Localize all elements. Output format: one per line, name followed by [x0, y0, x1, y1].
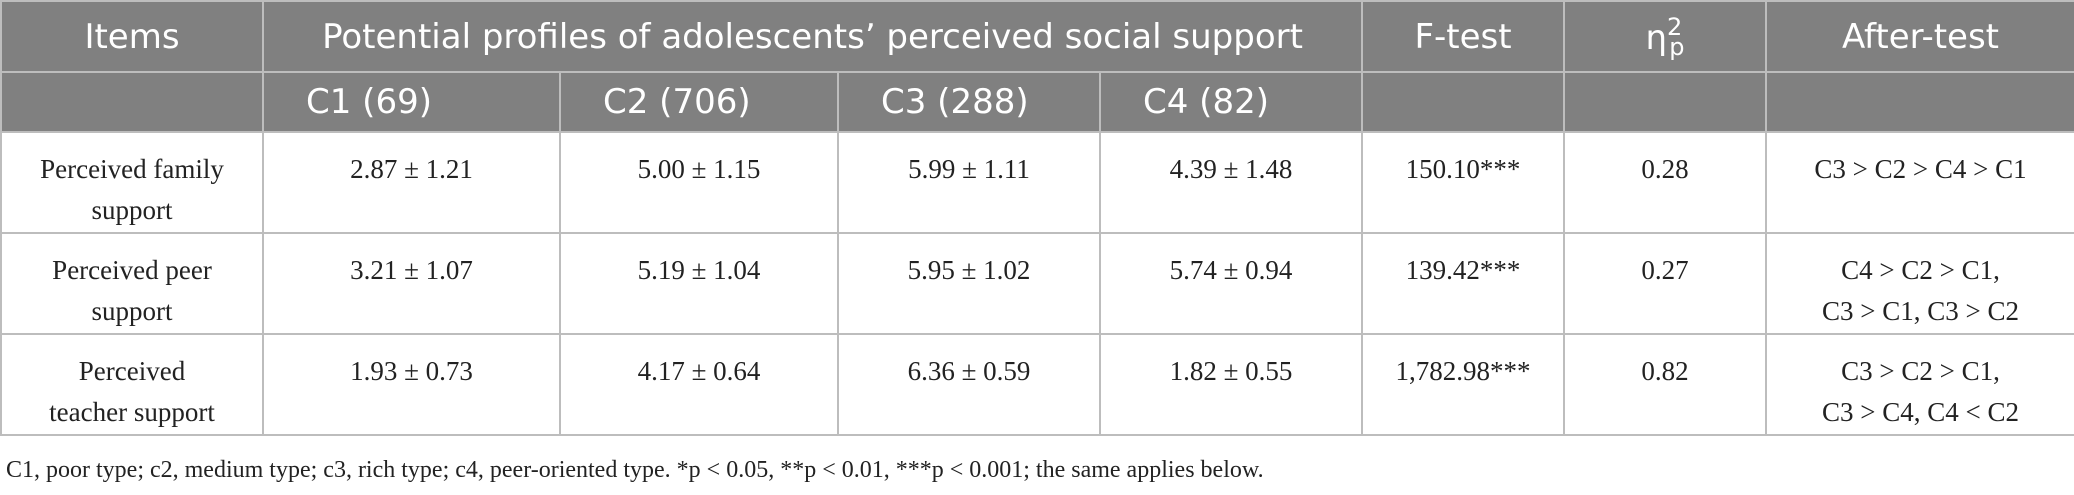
c4-cell: 4.39 ± 1.48	[1099, 131, 1363, 234]
table-row: Perceived peer support 3.21 ± 1.07 5.19 ±…	[0, 232, 2074, 335]
c1-cell: 2.87 ± 1.21	[262, 131, 561, 234]
header-sub-empty	[0, 71, 264, 133]
header-sub-empty	[1765, 71, 2074, 133]
c3-cell: 5.99 ± 1.11	[837, 131, 1101, 234]
header-c2: C2 (706)	[559, 71, 839, 133]
item-cell: Perceived peer support	[0, 232, 264, 335]
item-cell: Perceived family support	[0, 131, 264, 234]
table-row: Perceived teacher support 1.93 ± 0.73 4.1…	[0, 333, 2074, 436]
table-row: Perceived family support 2.87 ± 1.21 5.00…	[0, 131, 2074, 234]
ftest-cell: 139.42***	[1361, 232, 1565, 335]
c3-cell: 6.36 ± 0.59	[837, 333, 1101, 436]
c1-cell: 3.21 ± 1.07	[262, 232, 561, 335]
c3-cell: 5.95 ± 1.02	[837, 232, 1101, 335]
item-line: Perceived family	[40, 154, 224, 184]
c4-cell: 1.82 ± 0.55	[1099, 333, 1363, 436]
ftest-cell: 150.10***	[1361, 131, 1565, 234]
ftest-cell: 1,782.98***	[1361, 333, 1565, 436]
item-line: support	[91, 195, 173, 225]
after-line: C4 > C2 > C1,	[1841, 255, 2000, 285]
eta-superscript: 2	[1667, 12, 1683, 41]
c2-cell: 5.19 ± 1.04	[559, 232, 839, 335]
c1-cell: 1.93 ± 0.73	[262, 333, 561, 436]
eta-cell: 0.27	[1563, 232, 1767, 335]
eta-subscript: p	[1669, 32, 1685, 61]
header-ftest: F-test	[1361, 0, 1565, 73]
item-line: support	[91, 296, 173, 326]
after-line: C3 > C1, C3 > C2	[1822, 296, 2019, 326]
header-c4: C4 (82)	[1099, 71, 1363, 133]
item-line: teacher support	[49, 397, 215, 427]
header-sub-empty	[1361, 71, 1565, 133]
results-table: Items Potential profiles of adolescents’…	[0, 0, 2074, 436]
after-cell: C3 > C2 > C1, C3 > C4, C4 < C2	[1765, 333, 2074, 436]
item-cell: Perceived teacher support	[0, 333, 264, 436]
header-items: Items	[0, 0, 264, 73]
header-c3: C3 (288)	[837, 71, 1101, 133]
c2-cell: 5.00 ± 1.15	[559, 131, 839, 234]
table-footnote: C1, poor type; c2, medium type; c3, rich…	[6, 457, 1264, 483]
header-c1: C1 (69)	[262, 71, 561, 133]
eta-cell: 0.28	[1563, 131, 1767, 234]
header-aftertest: After-test	[1765, 0, 2074, 73]
header-profiles: Potential profiles of adolescents’ perce…	[262, 0, 1363, 73]
eta-cell: 0.82	[1563, 333, 1767, 436]
header-row-main: Items Potential profiles of adolescents’…	[0, 0, 2074, 73]
c4-cell: 5.74 ± 0.94	[1099, 232, 1363, 335]
item-line: Perceived	[78, 356, 186, 386]
header-sub-empty	[1563, 71, 1767, 133]
after-line: C3 > C2 > C4 > C1	[1814, 154, 2027, 184]
header-row-sub: C1 (69) C2 (706) C3 (288) C4 (82)	[0, 71, 2074, 133]
eta-symbol: η	[1645, 17, 1668, 58]
item-line: Perceived peer	[52, 255, 212, 285]
after-cell: C4 > C2 > C1, C3 > C1, C3 > C2	[1765, 232, 2074, 335]
after-line: C3 > C2 > C1,	[1841, 356, 2000, 386]
c2-cell: 4.17 ± 0.64	[559, 333, 839, 436]
header-eta: η2p	[1563, 0, 1767, 73]
after-line: C3 > C4, C4 < C2	[1822, 397, 2019, 427]
after-cell: C3 > C2 > C4 > C1	[1765, 131, 2074, 234]
